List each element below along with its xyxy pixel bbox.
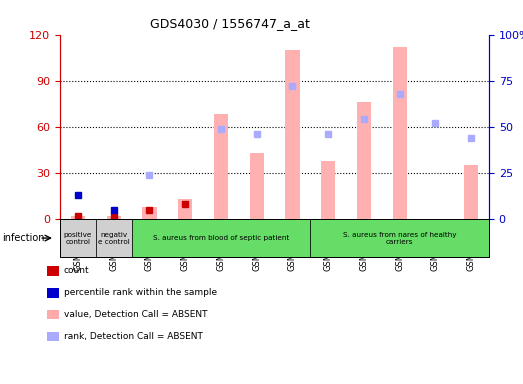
Bar [71,216,85,219]
Text: S. aureus from nares of healthy
carriers: S. aureus from nares of healthy carriers [343,232,457,245]
Bar [107,216,121,219]
Bar [286,50,300,219]
Text: S. aureus from blood of septic patient: S. aureus from blood of septic patient [153,235,289,241]
Text: negativ
e control: negativ e control [98,232,130,245]
Bar [142,207,157,219]
Bar [214,114,228,219]
Bar [249,153,264,219]
Bar [357,102,371,219]
Text: rank, Detection Call = ABSENT: rank, Detection Call = ABSENT [64,332,203,341]
Text: percentile rank within the sample: percentile rank within the sample [64,288,217,297]
Text: count: count [64,266,89,275]
Text: value, Detection Call = ABSENT: value, Detection Call = ABSENT [64,310,207,319]
Bar [464,165,479,219]
Bar [392,47,407,219]
Bar [178,199,192,219]
Text: positive
control: positive control [64,232,92,245]
Text: infection: infection [3,233,45,243]
Text: GDS4030 / 1556747_a_at: GDS4030 / 1556747_a_at [150,17,310,30]
Bar [321,161,335,219]
